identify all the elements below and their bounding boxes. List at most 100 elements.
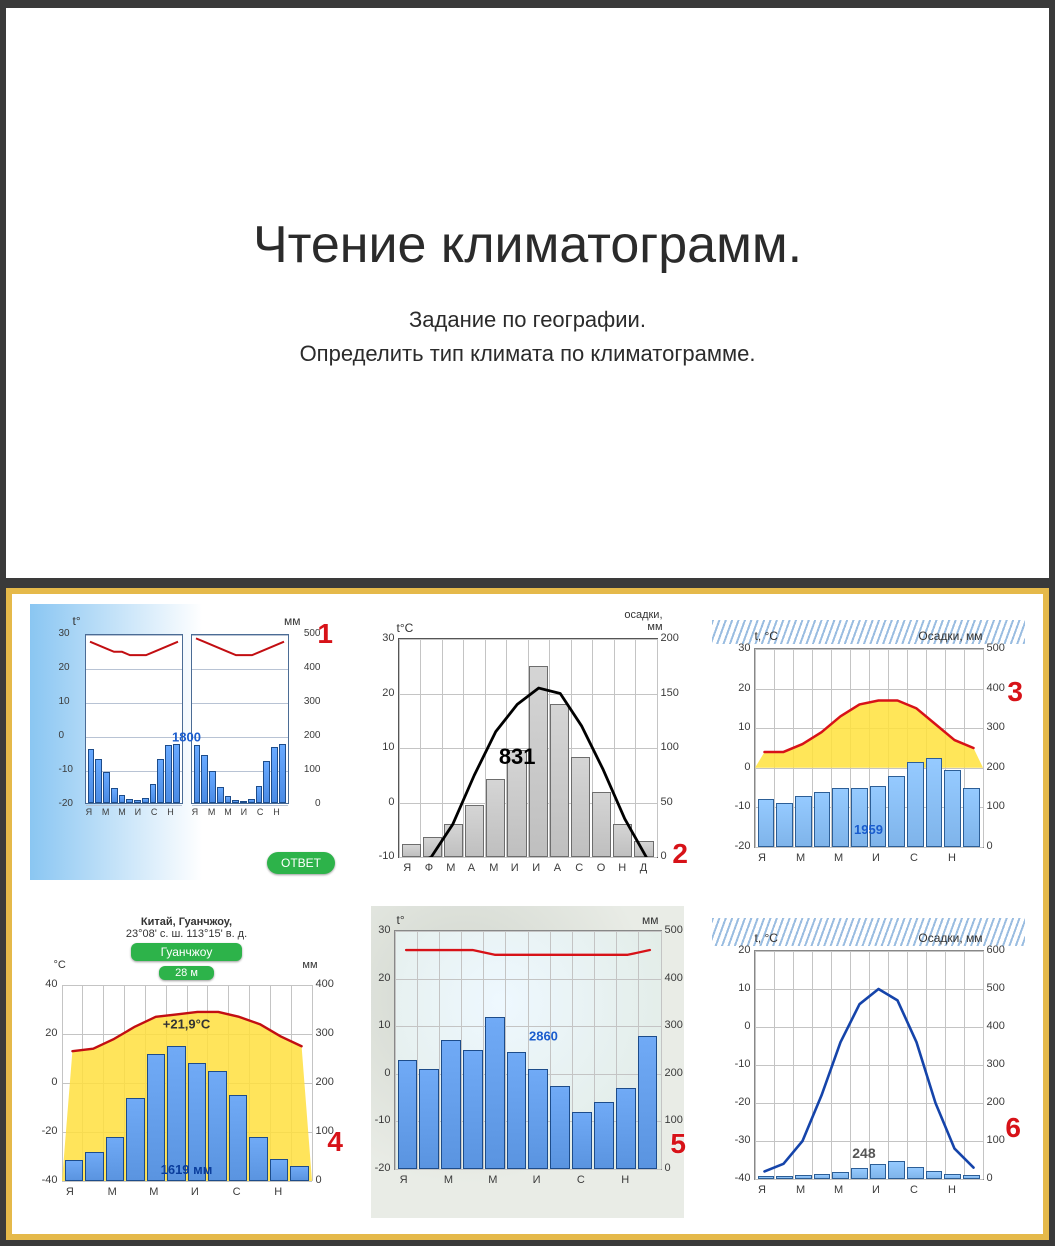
month-label: С <box>575 862 583 874</box>
month-label: С <box>910 852 918 864</box>
subtitle-1: Задание по географии. <box>409 307 646 333</box>
precip-axis-title: мм <box>642 913 659 927</box>
precip-total-annotation: 2860 <box>529 1028 558 1043</box>
page: Чтение климатограмм. Задание по географи… <box>0 0 1055 1240</box>
month-label: Я <box>403 862 411 874</box>
precip-tick-label: 300 <box>316 1027 346 1039</box>
precip-total-annotation: 1959 <box>854 822 883 837</box>
month-label: С <box>577 1174 585 1186</box>
precip-tick-label: 600 <box>987 944 1017 956</box>
page-title: Чтение климатограмм. <box>253 215 802 275</box>
month-label: Я <box>400 1174 408 1186</box>
month-label: О <box>597 862 606 874</box>
temp-tick-label: 20 <box>367 972 391 984</box>
precip-tick-label: 0 <box>665 1162 695 1174</box>
month-label: Я <box>758 1184 766 1196</box>
temp-tick-label: -20 <box>34 1125 58 1137</box>
climatogram-2: t°C осадки, мм -100102030050100150200ЯФМ… <box>371 620 684 880</box>
climatogram-1: t° мм ЯММИСНЯММИСН-20-100102030010020030… <box>30 604 343 880</box>
month-label: И <box>191 1186 199 1198</box>
precip-tick-label: 500 <box>665 924 695 936</box>
month-label: М <box>444 1174 453 1186</box>
precip-tick-label: 300 <box>987 721 1017 733</box>
climatogram-grid: t° мм ЯММИСНЯММИСН-20-100102030010020030… <box>30 604 1025 1218</box>
temp-axis-title: t°C <box>397 621 414 635</box>
precip-tick-label: 500 <box>987 642 1017 654</box>
temp-tick-label: 20 <box>727 944 751 956</box>
month-label: А <box>554 862 561 874</box>
location-line-2: 23°08' с. ш. 113°15' в. д. <box>30 928 343 940</box>
subtitle-2: Определить тип климата по климатограмме. <box>300 341 756 367</box>
temp-tick-label: -10 <box>727 1058 751 1070</box>
temp-tick-label: 0 <box>34 1076 58 1088</box>
month-label: М <box>446 862 455 874</box>
precip-tick-label: 400 <box>665 972 695 984</box>
badge-6: 6 <box>1005 1112 1021 1144</box>
title-slide: Чтение климатограмм. Задание по географи… <box>6 8 1049 578</box>
temp-tick-label: 10 <box>367 1019 391 1031</box>
precip-axis-title: Осадки, мм <box>918 931 982 945</box>
precip-total-annotation: 1800 <box>172 729 201 744</box>
month-label: М <box>834 852 843 864</box>
precip-tick-label: 200 <box>987 761 1017 773</box>
month-label: М <box>796 1184 805 1196</box>
temp-axis-title: t° <box>397 913 405 927</box>
temp-tick-label: 0 <box>371 796 395 808</box>
temp-tick-label: -40 <box>34 1174 58 1186</box>
temp-tick-label: 10 <box>727 982 751 994</box>
precip-tick-label: 300 <box>987 1058 1017 1070</box>
temp-tick-label: 0 <box>727 761 751 773</box>
month-label: Н <box>621 1174 629 1186</box>
precip-axis-title: Осадки, мм <box>918 629 982 643</box>
month-label: С <box>910 1184 918 1196</box>
temp-tick-label: -40 <box>727 1172 751 1184</box>
month-label: И <box>872 852 880 864</box>
badge-4: 4 <box>327 1126 343 1158</box>
climatogram-5: t° мм -20-1001020300100200300400500ЯММИС… <box>371 906 684 1218</box>
temp-tick-label: 10 <box>727 721 751 733</box>
answer-pill[interactable]: ОТВЕТ <box>267 852 335 874</box>
badge-2: 2 <box>672 838 688 870</box>
month-label: М <box>834 1184 843 1196</box>
month-label: М <box>149 1186 158 1198</box>
precip-tick-label: 300 <box>665 1019 695 1031</box>
elev-pill: 28 м <box>159 966 214 980</box>
month-label: И <box>872 1184 880 1196</box>
month-label: М <box>489 862 498 874</box>
temp-tick-label: 20 <box>727 682 751 694</box>
climatogram-4: Китай, Гуанчжоу, 23°08' с. ш. 113°15' в.… <box>30 918 343 1218</box>
temp-tick-label: 30 <box>727 642 751 654</box>
temp-tick-label: 10 <box>371 741 395 753</box>
precip-total-annotation: 1619 мм <box>161 1162 213 1177</box>
precip-tick-label: 500 <box>987 982 1017 994</box>
precip-tick-label: 200 <box>987 1096 1017 1108</box>
badge-1: 1 <box>317 618 333 650</box>
precip-tick-label: 400 <box>316 978 346 990</box>
precip-tick-label: 0 <box>987 840 1017 852</box>
precip-axis-title: мм <box>302 959 317 971</box>
climatogram-3: t, °C Осадки, мм -20-1001020300100200300… <box>712 620 1025 880</box>
month-label: С <box>233 1186 241 1198</box>
temp-tick-label: -10 <box>727 800 751 812</box>
location-line-1: Китай, Гуанчжоу, <box>30 916 343 928</box>
month-label: Я <box>66 1186 74 1198</box>
precip-tick-label: 200 <box>661 632 691 644</box>
temp-axis-title: t° <box>73 614 81 628</box>
precip-tick-label: 100 <box>665 1114 695 1126</box>
precip-axis-title: осадки, мм <box>624 609 662 633</box>
precip-total-annotation: 831 <box>499 744 536 770</box>
temp-tick-label: 40 <box>34 978 58 990</box>
month-label: Д <box>640 862 647 874</box>
month-label: Н <box>274 1186 282 1198</box>
precip-tick-label: 100 <box>661 741 691 753</box>
month-label: И <box>532 862 540 874</box>
temp-tick-label: -30 <box>727 1134 751 1146</box>
month-label: А <box>468 862 475 874</box>
badge-3: 3 <box>1007 676 1023 708</box>
precip-tick-label: 50 <box>661 796 691 808</box>
temp-tick-label: -10 <box>371 850 395 862</box>
badge-5: 5 <box>670 1128 686 1160</box>
precip-tick-label: 200 <box>316 1076 346 1088</box>
month-label: М <box>488 1174 497 1186</box>
precip-tick-label: 0 <box>987 1172 1017 1184</box>
